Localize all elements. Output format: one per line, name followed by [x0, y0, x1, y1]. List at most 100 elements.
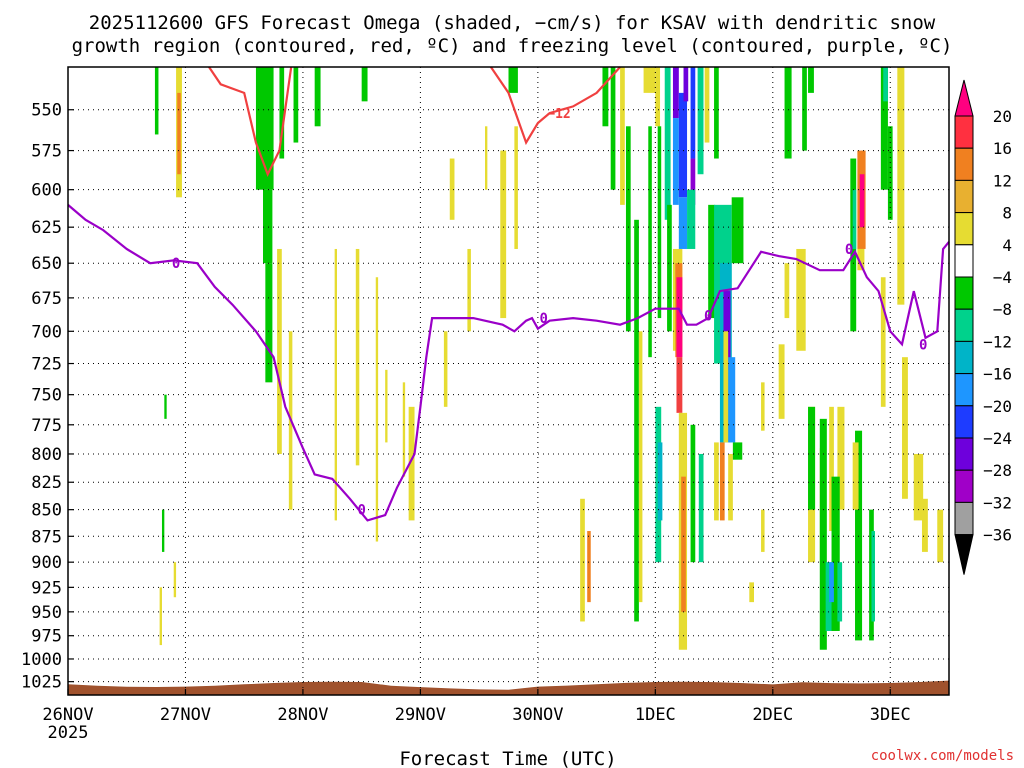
omega-cell [731, 197, 744, 264]
colorbar-label: −24 [983, 429, 1012, 448]
omega-cell [761, 382, 765, 431]
colorbar-segment [954, 340, 974, 375]
freezing-contour-label: 0 [704, 308, 712, 324]
chart-title-line1: 2025112600 GFS Forecast Omega (shaded, −… [89, 12, 936, 34]
omega-cell [385, 369, 388, 443]
omega-cell [880, 67, 888, 190]
dendritic-contour [208, 66, 293, 177]
omega-cell [587, 531, 591, 603]
omega-cell [837, 562, 843, 622]
y-tick-label: 775 [31, 416, 62, 436]
omega-cell [687, 189, 696, 249]
x-tick-label: 3DEC [870, 705, 911, 725]
omega-cell [723, 331, 729, 443]
freezing-contour-label: 0 [172, 256, 180, 272]
y-tick-label: 600 [31, 181, 62, 201]
omega-cell [262, 189, 273, 264]
colorbar-segment [954, 308, 974, 342]
colorbar-segment [954, 212, 974, 246]
y-tick-label: 550 [31, 101, 62, 121]
colorbar-label: −4 [993, 268, 1012, 287]
omega-cell [728, 357, 736, 443]
omega-cell [355, 248, 360, 466]
colorbar-label: −28 [983, 461, 1012, 480]
omega-cell [880, 277, 886, 407]
omega-cell [265, 263, 273, 383]
omega-cell [485, 126, 488, 190]
omega-cell [808, 406, 816, 510]
omega-cell [676, 357, 683, 413]
y-tick-label: 975 [31, 627, 62, 647]
ground-terrain [68, 680, 949, 695]
colorbar-segment [954, 469, 974, 503]
omega-cell [177, 92, 181, 175]
omega-cell [728, 453, 733, 521]
omega-cell [913, 453, 924, 521]
y-tick-label: 850 [31, 501, 62, 521]
y-tick-label: 1000 [21, 650, 62, 670]
omega-cell [159, 587, 162, 646]
omega-cell [514, 126, 518, 249]
chart-title-line2: growth region (contoured, red, ºC) and f… [72, 35, 953, 57]
y-tick-label: 575 [31, 142, 62, 162]
x-tick-label: 29NOV [395, 705, 446, 725]
omega-cell [277, 248, 282, 454]
omega-cell [897, 67, 905, 305]
omega-cell [580, 498, 585, 622]
omega-cell [921, 498, 928, 552]
omega-cell [761, 509, 765, 552]
plot-frame [67, 66, 950, 696]
omega-cell [408, 406, 415, 521]
omega-cell [164, 394, 167, 419]
omega-cell [887, 126, 893, 220]
freezing-contour-label: 0 [540, 311, 548, 327]
omega-cell [154, 67, 159, 135]
colorbar-label: −20 [983, 397, 1012, 416]
colorbar-label: −8 [993, 300, 1012, 319]
omega-cell [852, 189, 857, 249]
colorbar-segment [954, 437, 974, 471]
colorbar-label: 20 [993, 107, 1012, 126]
dendritic-contour-label: −12 [547, 107, 570, 122]
omega-cell [314, 67, 321, 127]
omega-cell [375, 277, 379, 542]
omega-cell [173, 562, 177, 598]
omega-cell [859, 174, 865, 228]
colorbar-label: −12 [983, 332, 1012, 351]
omega-cell [467, 248, 471, 332]
omega-cell [602, 67, 609, 127]
omega-cell [690, 424, 696, 563]
omega-cell [676, 277, 683, 358]
colorbar: 20 16 12 8 4 −4 −8 −12 −16 −20 −24 −28 −32 −36 [954, 79, 1012, 575]
x-tick-label: 26NOV [42, 705, 93, 725]
colorbar-segment [954, 244, 974, 278]
freezing-contour-label: 0 [919, 337, 927, 353]
colorbar-bottom-arrow [954, 534, 974, 575]
plot-area [68, 67, 949, 695]
omega-cell [778, 344, 785, 419]
omega-cell [871, 531, 875, 622]
omega-cell [402, 382, 406, 477]
omega-cell [819, 418, 827, 650]
colorbar-label: 12 [993, 171, 1012, 190]
omega-cell [719, 442, 725, 521]
y-tick-label: 900 [31, 553, 62, 573]
y-tick-label: 925 [31, 578, 62, 598]
colorbar-label: −36 [983, 526, 1012, 545]
freezing-contour-label: 0 [845, 242, 853, 258]
y-tick-label: 1025 [21, 673, 62, 693]
x-tick-label: 30NOV [512, 705, 563, 725]
x-tick-label: 28NOV [277, 705, 328, 725]
y-tick-label: 625 [31, 218, 62, 238]
omega-cell [855, 430, 863, 641]
y-tick-label: 675 [31, 289, 62, 309]
omega-cell [937, 509, 944, 563]
y-tick-label: 950 [31, 603, 62, 623]
omega-cell [683, 67, 689, 102]
omega-cell [690, 67, 696, 159]
omega-cell [161, 509, 165, 552]
omega-cell [802, 67, 807, 151]
omega-cell [825, 562, 833, 631]
omega-cell [293, 67, 299, 143]
omega-cell [857, 248, 865, 271]
